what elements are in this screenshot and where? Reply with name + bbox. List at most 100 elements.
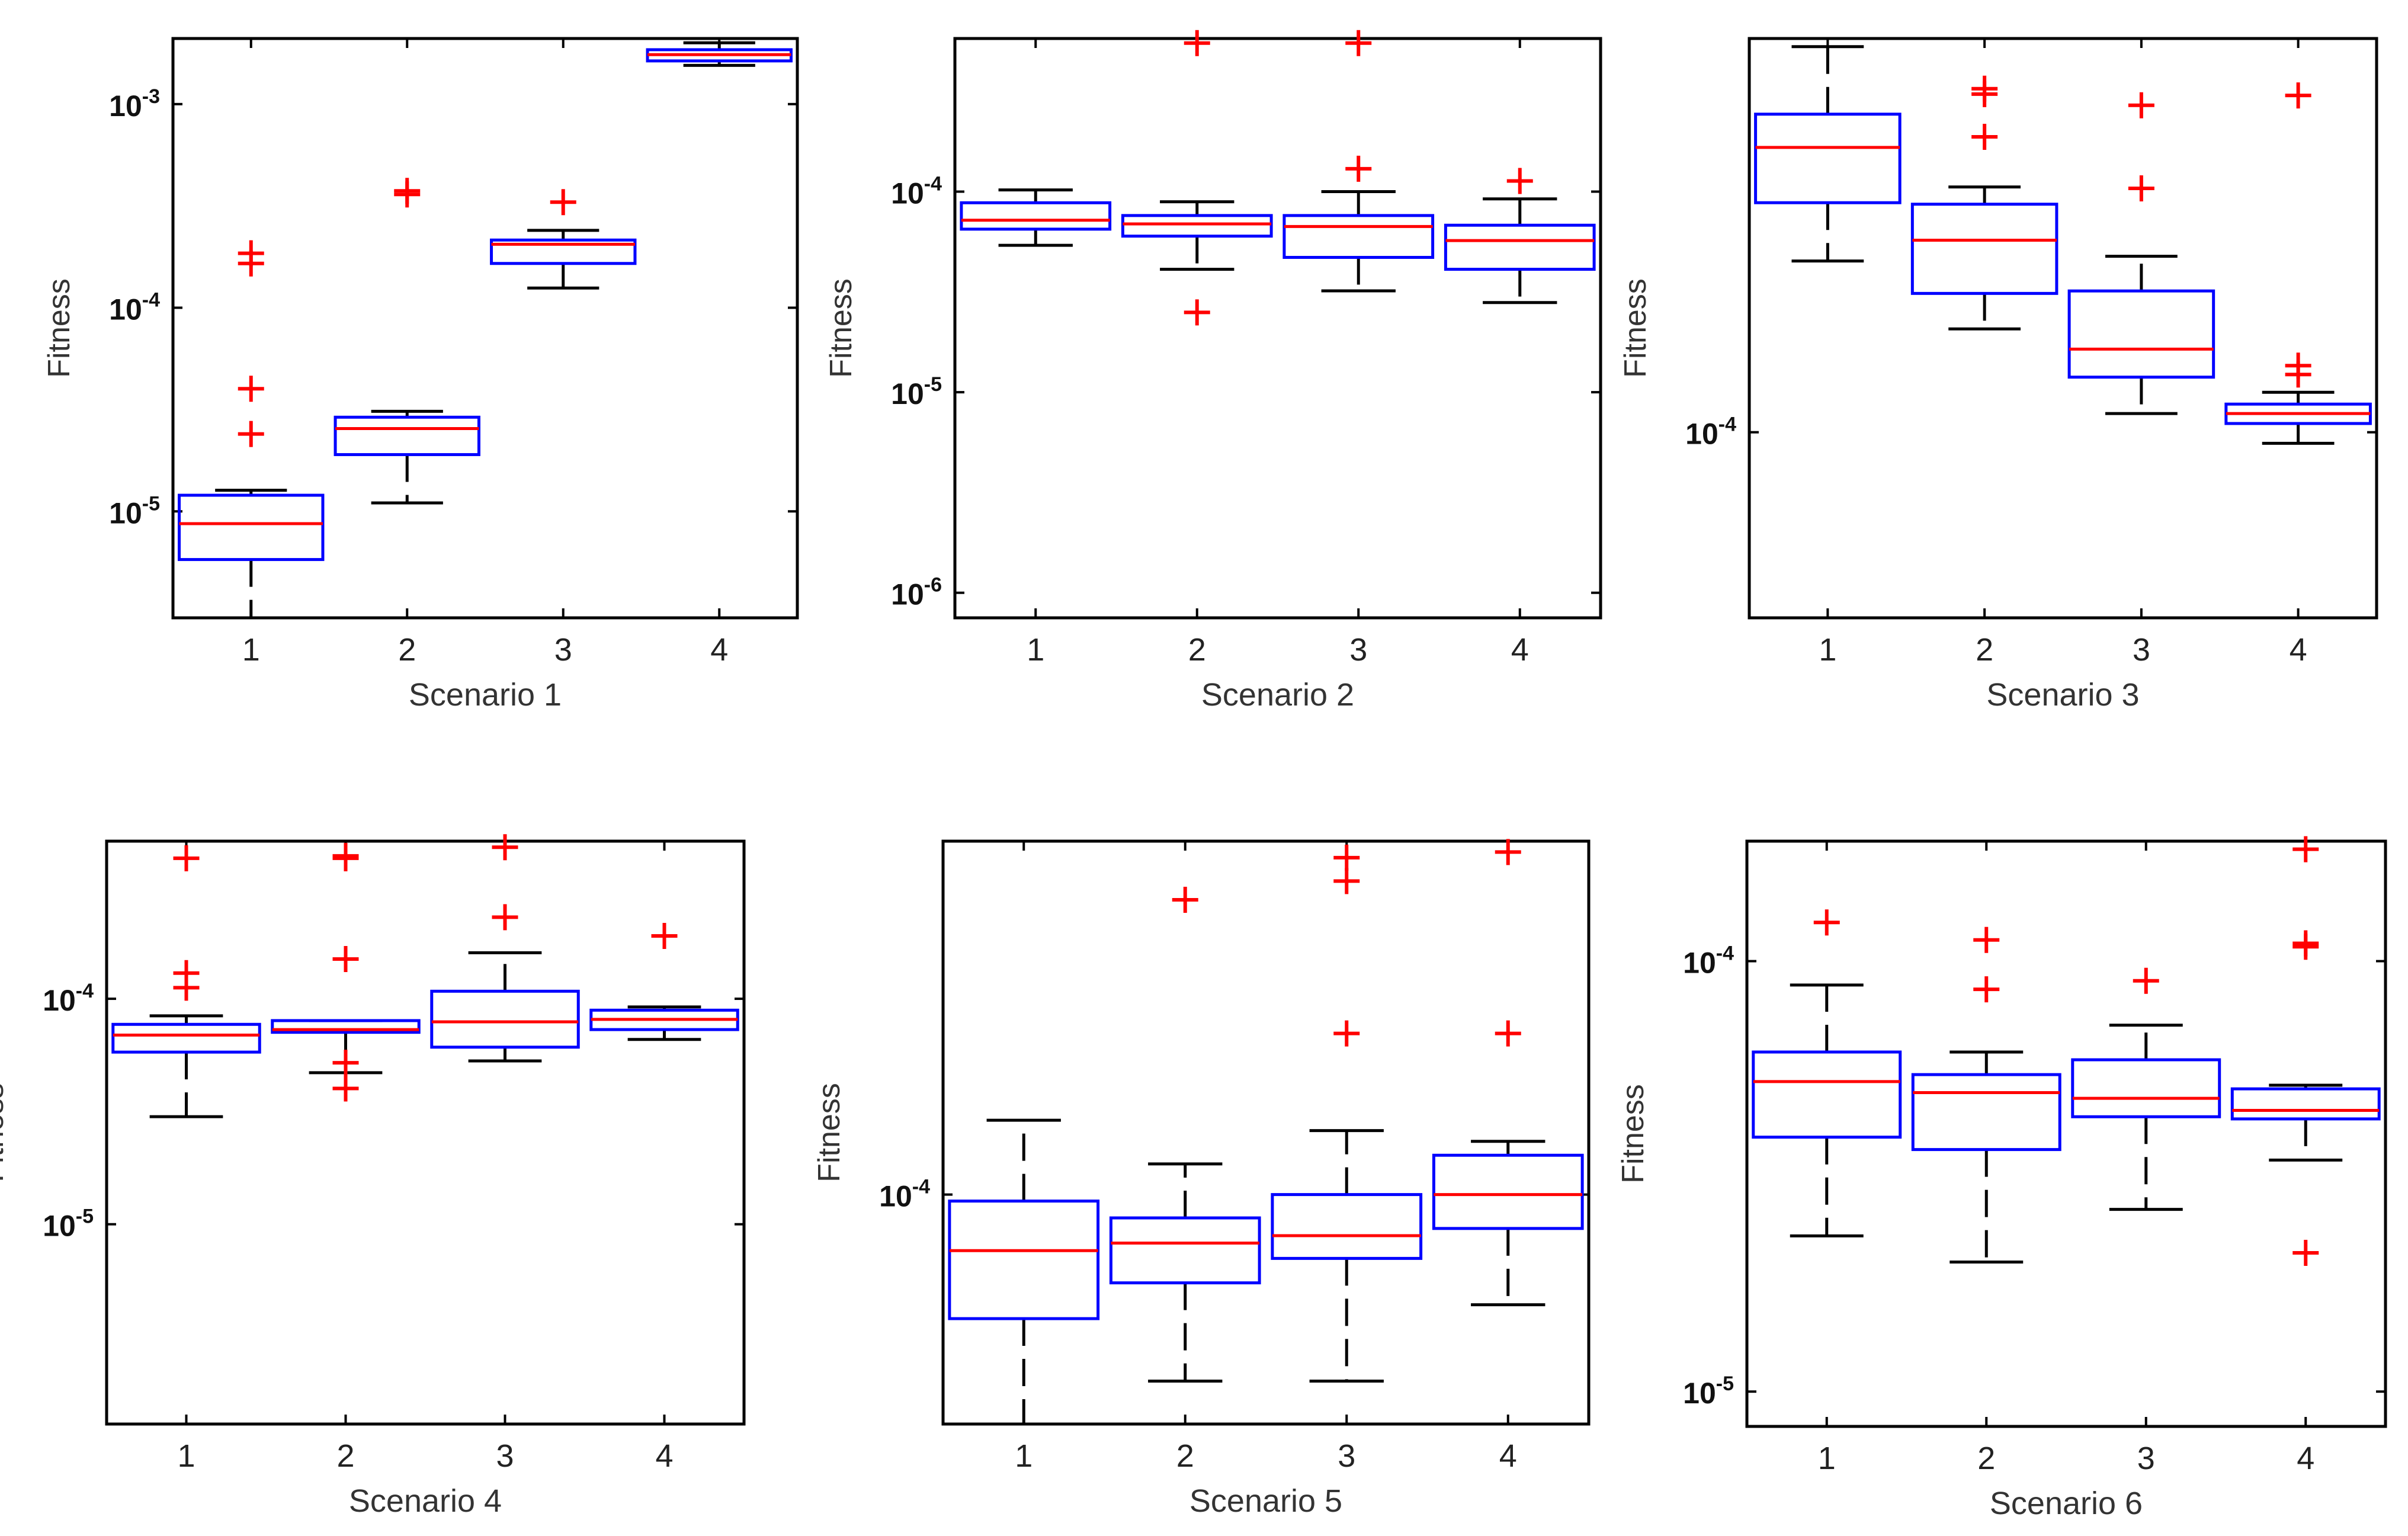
outlier-marker (492, 834, 518, 861)
chart-panel: 10-5 10-4 1 2 3 4 Scenario 4 Fitness (0, 834, 746, 1519)
y-axis-label: Fitness (812, 1083, 847, 1182)
outlier-marker (1973, 926, 2000, 953)
box-iqr (271, 1019, 421, 1034)
y-tick-label: 10-4 (879, 1176, 930, 1213)
chart-panel: 10-5 10-4 1 2 3 4 Scenario 6 Fitness (1616, 836, 2387, 1521)
outlier-marker (1345, 30, 1372, 56)
chart-panel: 10-4 1 2 3 4 Scenario 5 Fitness (812, 839, 1591, 1519)
x-tick-label: 1 (1818, 1441, 1836, 1476)
outlier-marker (2292, 1240, 2319, 1266)
outlier-marker (238, 421, 264, 447)
chart-panel: 10-6 10-5 10-4 1 2 3 4 Scenario 2 Fitness (824, 30, 1602, 713)
plot-frame (105, 839, 746, 1426)
y-axis-label: Fitness (0, 1083, 10, 1182)
outlier-marker (1184, 299, 1210, 326)
x-axis-label: Scenario 6 (1990, 1486, 2143, 1521)
y-tick-label: 10-4 (109, 289, 160, 326)
box-iqr (1752, 1050, 1902, 1139)
x-tick-label: 3 (2137, 1441, 2155, 1476)
outlier-marker (1184, 30, 1210, 56)
chart-panel: 10-5 10-4 10-3 1 2 3 4 Scenario 1 Fitness (42, 37, 799, 713)
box-iqr (1754, 113, 1902, 204)
outlier-marker (238, 240, 264, 267)
x-tick-label: 3 (496, 1438, 514, 1474)
x-tick-label: 4 (1511, 632, 1529, 668)
outlier-marker (332, 1075, 359, 1102)
outlier-marker (550, 189, 576, 216)
x-tick-label: 3 (554, 632, 572, 668)
outlier-marker (332, 845, 359, 871)
outlier-marker (1172, 887, 1198, 913)
x-tick-label: 2 (398, 632, 416, 668)
y-tick-label: 10-5 (1683, 1373, 1734, 1410)
x-tick-label: 4 (1499, 1438, 1517, 1474)
outlier-marker (2128, 175, 2154, 201)
outlier-marker (2292, 934, 2319, 960)
box-iqr (1271, 1193, 1423, 1260)
plot-frame (1748, 37, 2378, 620)
box-iqr (1109, 1216, 1261, 1285)
outlier-marker (1971, 123, 1998, 150)
outlier-marker (2292, 836, 2319, 862)
box-iqr (2230, 1087, 2381, 1121)
outlier-marker (1333, 1020, 1360, 1047)
x-tick-label: 1 (242, 632, 260, 668)
x-tick-label: 2 (1188, 632, 1206, 668)
box-iqr (334, 415, 480, 456)
outlier-marker (173, 974, 200, 1001)
x-tick-label: 2 (1176, 1438, 1194, 1474)
outlier-marker (651, 922, 678, 949)
x-axis-label: Scenario 1 (409, 677, 562, 713)
x-tick-label: 3 (2133, 632, 2150, 668)
chart-panel: 10-4 1 2 3 4 Scenario 3 Fitness (1618, 37, 2378, 713)
y-tick-label: 10-3 (109, 85, 160, 123)
box-iqr (948, 1200, 1100, 1320)
outlier-marker (2285, 82, 2311, 109)
box-iqr (1282, 214, 1435, 259)
x-tick-label: 1 (177, 1438, 195, 1474)
y-axis-label: Fitness (1616, 1084, 1650, 1184)
box-iqr (1121, 214, 1273, 238)
x-tick-label: 1 (1819, 632, 1836, 668)
y-tick-label: 10-4 (891, 172, 942, 210)
outlier-marker (1973, 976, 2000, 1003)
y-axis-label: Fitness (824, 278, 858, 378)
box-iqr (1911, 1073, 2061, 1152)
outlier-marker (332, 1050, 359, 1076)
x-tick-label: 4 (2290, 632, 2307, 668)
outlier-marker (394, 178, 421, 204)
box-iqr (1444, 223, 1596, 271)
box-iqr (178, 493, 325, 562)
outlier-marker (1333, 844, 1360, 871)
outlier-marker (1345, 155, 1372, 182)
plot-frame (953, 37, 1602, 620)
box-iqr (2067, 289, 2215, 379)
y-tick-label: 10-4 (1683, 942, 1734, 980)
x-tick-label: 4 (655, 1438, 673, 1474)
box-iqr (490, 238, 637, 265)
outlier-marker (1813, 909, 1840, 936)
x-tick-label: 4 (2297, 1441, 2314, 1476)
outlier-marker (2133, 967, 2159, 994)
outlier-marker (1495, 839, 1521, 865)
box-iqr (1432, 1153, 1584, 1230)
outlier-marker (2285, 361, 2311, 388)
outlier-marker (238, 376, 264, 402)
plot-frame (941, 839, 1591, 1426)
outlier-marker (1971, 81, 1998, 107)
x-axis-label: Scenario 4 (349, 1483, 502, 1519)
y-axis-label: Fitness (42, 278, 76, 378)
x-tick-label: 3 (1349, 632, 1367, 668)
box-iqr (2071, 1058, 2221, 1118)
x-tick-label: 1 (1027, 632, 1044, 668)
x-tick-label: 1 (1015, 1438, 1033, 1474)
x-tick-label: 4 (710, 632, 728, 668)
outlier-marker (332, 946, 359, 973)
y-tick-label: 10-5 (891, 373, 942, 411)
x-tick-label: 3 (1338, 1438, 1355, 1474)
outlier-marker (1333, 868, 1360, 894)
y-tick-label: 10-6 (891, 574, 942, 611)
box-iqr (111, 1022, 261, 1054)
y-tick-label: 10-5 (43, 1205, 94, 1243)
plot-frame (1745, 839, 2387, 1428)
